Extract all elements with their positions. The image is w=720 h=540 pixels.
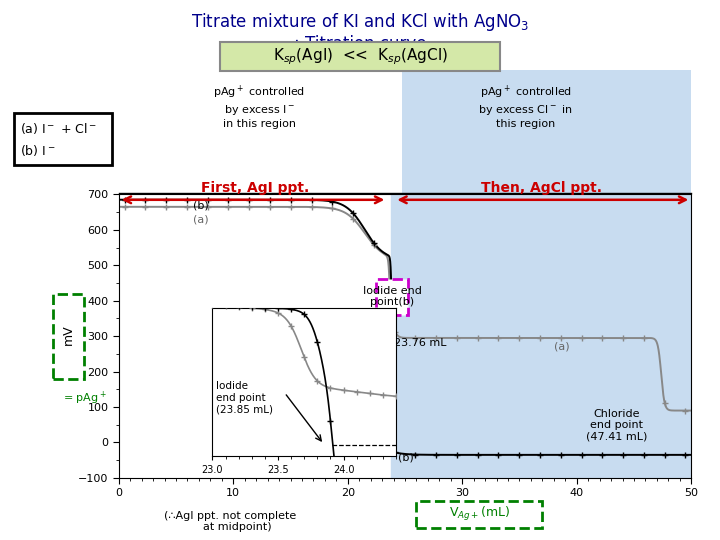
Text: Titrate mixture of KI and KCl with AgNO$_3$: Titrate mixture of KI and KCl with AgNO$…: [191, 11, 529, 33]
Text: Iodide end
point(b): Iodide end point(b): [363, 286, 422, 307]
Text: (b): (b): [193, 200, 209, 211]
Text: Iodide
end point
(23.85 mL): Iodide end point (23.85 mL): [216, 381, 274, 414]
FancyBboxPatch shape: [53, 294, 84, 379]
Text: pAg$^+$ controlled
by excess I$^-$
in this region: pAg$^+$ controlled by excess I$^-$ in th…: [213, 84, 305, 129]
Text: (a) I$^-$ + Cl$^-$: (a) I$^-$ + Cl$^-$: [20, 122, 97, 137]
Text: First, AgI ppt.: First, AgI ppt.: [201, 181, 309, 195]
Text: = pAg$^+$: = pAg$^+$: [63, 390, 107, 407]
Text: pAg$^+$ controlled
by excess Cl$^-$ in
this region: pAg$^+$ controlled by excess Cl$^-$ in t…: [479, 84, 572, 129]
Text: Chloride
end point
(47.41 mL): Chloride end point (47.41 mL): [586, 409, 647, 442]
Text: K$_{sp}$(AgI)  <<  K$_{sp}$(AgCl): K$_{sp}$(AgI) << K$_{sp}$(AgCl): [273, 46, 447, 67]
Text: 23.76 mL: 23.76 mL: [394, 338, 446, 348]
Text: : Titration curve: : Titration curve: [294, 35, 426, 53]
Text: (∴AgI ppt. not complete
    at midpoint): (∴AgI ppt. not complete at midpoint): [164, 510, 297, 532]
Text: (b): (b): [398, 453, 414, 463]
Text: (a): (a): [554, 342, 570, 352]
Text: mV: mV: [62, 325, 75, 345]
Bar: [391, 194, 691, 478]
Text: V$_{Ag+}$(mL): V$_{Ag+}$(mL): [449, 505, 510, 523]
FancyBboxPatch shape: [377, 280, 408, 315]
Text: (b) I$^-$: (b) I$^-$: [20, 143, 55, 158]
FancyBboxPatch shape: [416, 501, 542, 528]
Text: (a): (a): [193, 214, 209, 224]
Text: Then, AgCl ppt.: Then, AgCl ppt.: [480, 181, 601, 195]
